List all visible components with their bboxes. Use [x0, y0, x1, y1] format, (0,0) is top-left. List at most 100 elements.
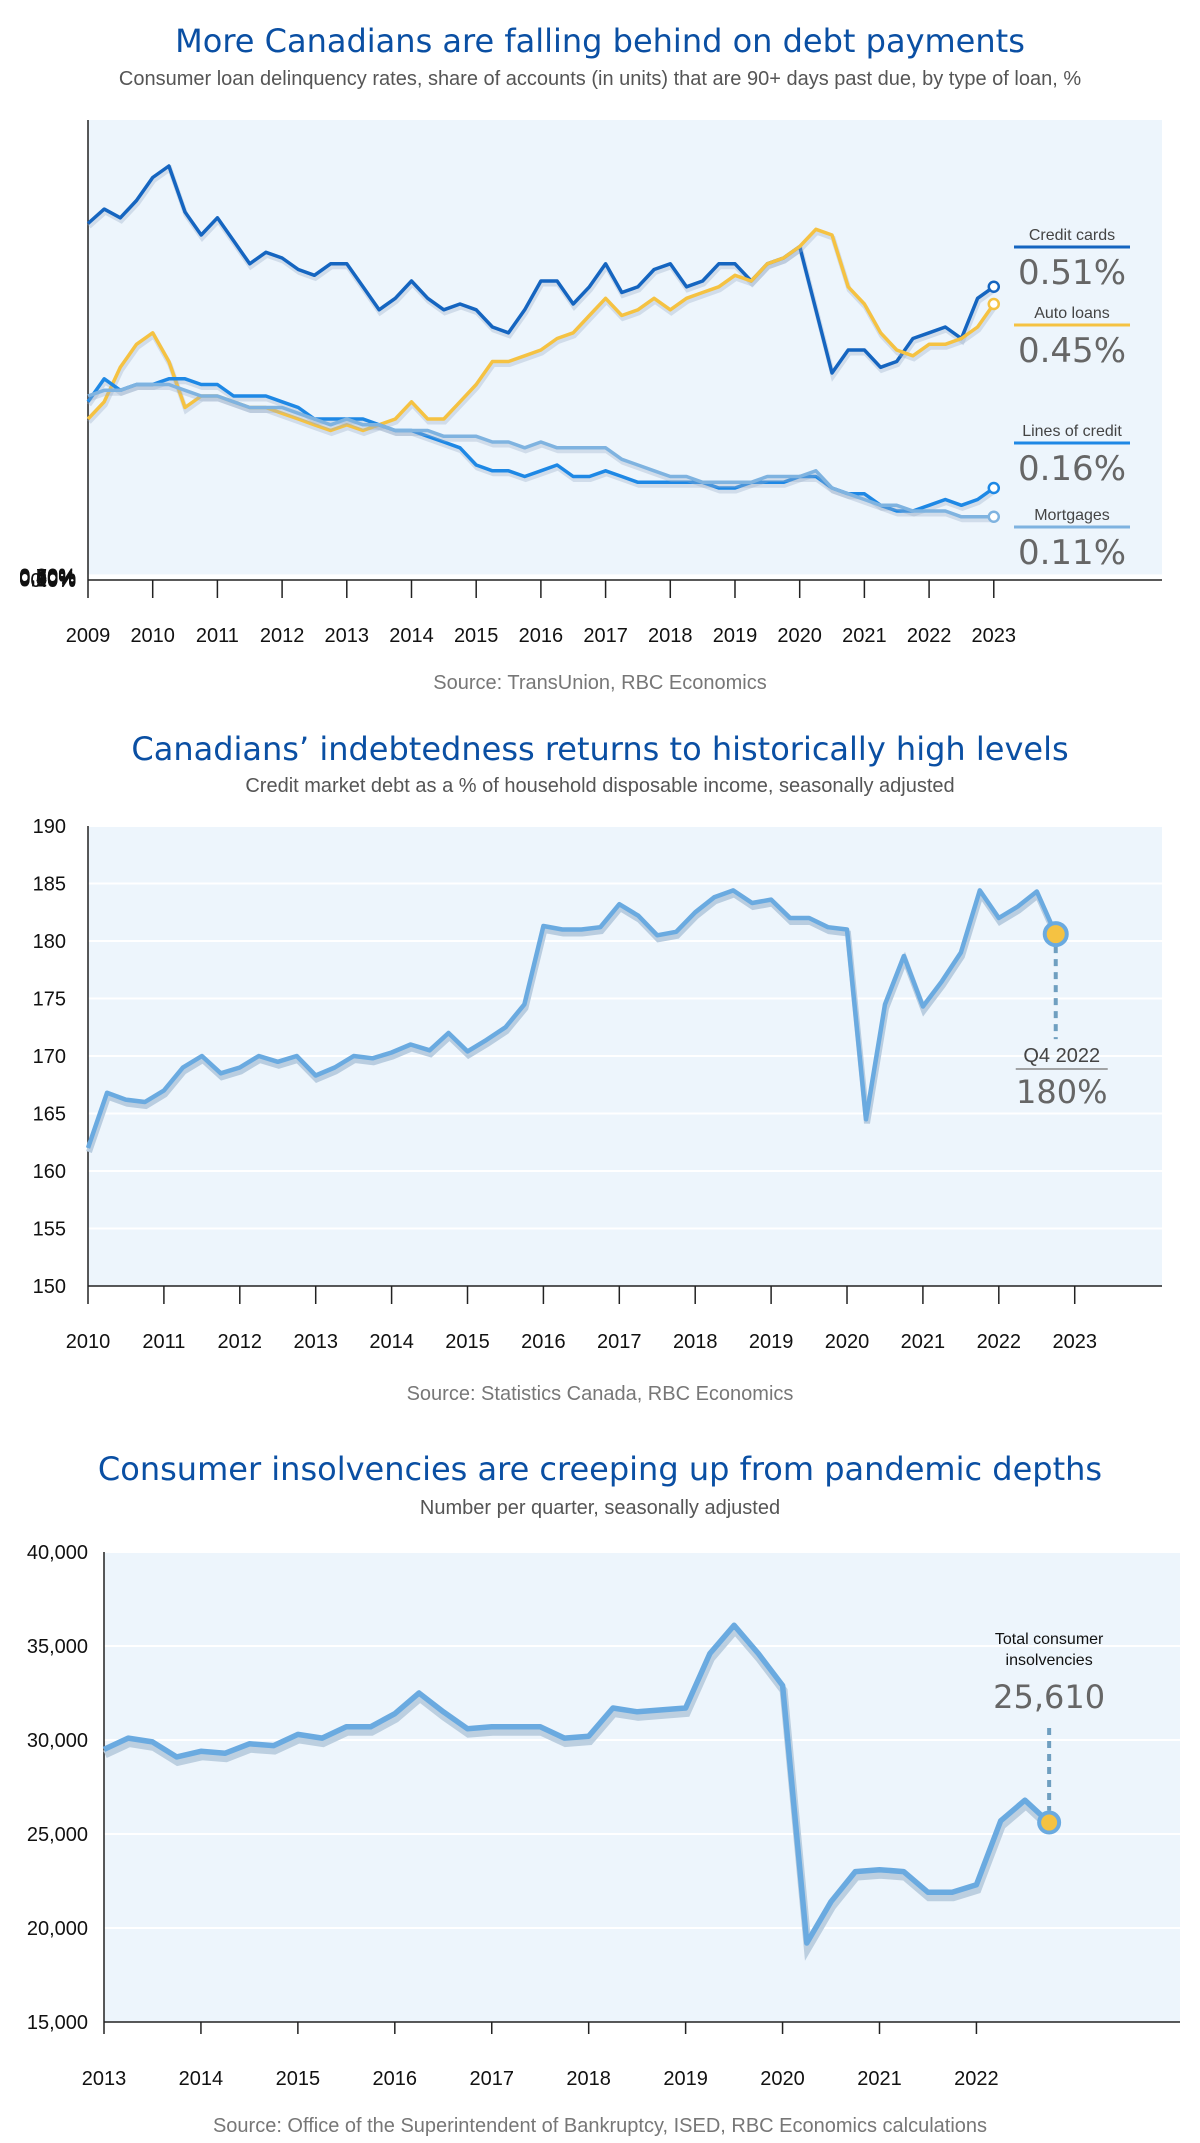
chart1-x-tick-label: 2022 [907, 625, 952, 647]
series-end-marker [987, 481, 1001, 495]
chart2-y-tick-label: 160 [33, 1161, 66, 1183]
chart2-x-tick-label: 2012 [218, 1331, 263, 1353]
series-end-marker [987, 510, 1001, 523]
series-shadow [86, 887, 1060, 1153]
chart2-x-tick-label: 2015 [445, 1331, 490, 1353]
chart3-x-tick-label: 2022 [954, 2068, 999, 2090]
series-label-name: Mortgages [1034, 507, 1110, 524]
chart2-x-tick-label: 2013 [293, 1331, 338, 1353]
chart2-x-tick-label: 2017 [597, 1331, 642, 1353]
chart2-title: Canadians’ indebtedness returns to histo… [131, 730, 1069, 768]
chart3-y-tick-label: 35,000 [27, 1636, 88, 1658]
chart3-x-tick-label: 2014 [179, 2068, 224, 2090]
chart3-x-tick-label: 2020 [760, 2068, 805, 2090]
latest-value-marker [1042, 921, 1069, 948]
chart1-y-tick-label: 0.30% [19, 568, 76, 590]
chart2-x-tick-label: 2011 [142, 1331, 185, 1353]
chart3-title: Consumer insolvencies are creeping up fr… [97, 1450, 1103, 1488]
chart2-x-tick-label: 2019 [749, 1331, 794, 1353]
chart2-x-tick-label: 2023 [1052, 1331, 1097, 1353]
chart1-x-tick-label: 2013 [325, 625, 370, 647]
chart1-x-tick-label: 2011 [196, 625, 239, 647]
series-line-debt-ratio [85, 888, 1058, 1149]
chart1-y-tick-label: 0.70% [19, 566, 76, 588]
chart1-x-tick-label: 2021 [842, 625, 887, 647]
series-label-value: 0.11% [1018, 533, 1126, 573]
chart1-title: More Canadians are falling behind on deb… [175, 22, 1025, 60]
chart1-x-tick-label: 2009 [66, 625, 111, 647]
latest-value-marker [1037, 1810, 1062, 1835]
series-end-marker [987, 297, 1001, 311]
chart1-y-tick-label: 0.40% [19, 568, 76, 590]
chart2-x-tick-label: 2018 [673, 1331, 718, 1353]
annotation-value: 25,610 [993, 1678, 1105, 1716]
chart1-x-tick-label: 2012 [260, 625, 305, 647]
chart1-y-tick-label: 0.0% [30, 570, 76, 592]
chart3-x-tick-label: 2013 [82, 2068, 127, 2090]
series-label-value: 0.51% [1018, 253, 1126, 293]
chart2-source: Source: Statistics Canada, RBC Economics [406, 1383, 794, 1405]
annotation-value: 180% [1016, 1073, 1107, 1111]
chart3-source: Source: Office of the Superintendent of … [212, 2115, 988, 2137]
chart3-x-tick-label: 2018 [566, 2068, 611, 2090]
chart1-x-tick-label: 2015 [454, 625, 499, 647]
chart3-x-tick-label: 2016 [373, 2068, 418, 2090]
chart2-x-tick-label: 2014 [369, 1331, 414, 1353]
chart1-y-tick-label: 0.60% [19, 567, 76, 589]
annotation-label-line1: Total consumer [995, 1631, 1104, 1648]
chart3-y-tick-label: 15,000 [27, 2012, 88, 2034]
chart3-y-tick-label: 25,000 [27, 1824, 88, 1846]
chart3-y-tick-label: 20,000 [27, 1918, 88, 1940]
annotation-label-line2: insolvencies [1006, 1652, 1093, 1669]
chart1-x-tick-label: 2014 [389, 625, 434, 647]
series-line-mortgages [87, 382, 994, 519]
chart3-y-tick-label: 30,000 [27, 1730, 88, 1752]
series-line-insolvencies [102, 1622, 1051, 1946]
chart3-x-tick-label: 2017 [469, 2068, 514, 2090]
chart2-x-tick-label: 2016 [521, 1331, 566, 1353]
chart2-y-tick-label: 180 [33, 931, 66, 953]
chart1-x-tick-label: 2023 [972, 625, 1017, 647]
chart3-x-tick-label: 2021 [857, 2068, 902, 2090]
chart3-plot: 15,000 20,000 25,000 30,000 35,000 40,000 2013… [27, 1542, 1180, 2090]
series-label-name: Credit cards [1029, 227, 1115, 244]
chart3-y-tick-label: 40,000 [27, 1542, 88, 1564]
series-shadow [103, 1624, 1053, 1961]
series-shadow [86, 378, 997, 517]
chart2-y-tick-label: 155 [33, 1219, 66, 1241]
chart1-plot: 0.0%0.10%0.20%0.30%0.40%0.50%0.60%0.70% 0… [19, 120, 1162, 647]
chart1-x-tick-label: 2010 [130, 625, 175, 647]
chart1-x-tick-label: 2017 [583, 625, 628, 647]
chart1-y-tick-label: 0.10% [19, 569, 76, 591]
chart2-y-tick-label: 175 [33, 989, 66, 1011]
chart2-x-tick-label: 2010 [66, 1331, 111, 1353]
chart1-x-tick-label: 2020 [777, 625, 822, 647]
chart1-y-tick-label: 0.20% [19, 569, 76, 591]
series-label-name: Lines of credit [1022, 423, 1122, 440]
chart2-y-tick-label: 170 [33, 1046, 66, 1068]
chart2-x-tick-label: 2022 [977, 1331, 1022, 1353]
chart3-x-tick-label: 2019 [663, 2068, 708, 2090]
chart1-y-tick-label: 0.50% [19, 567, 76, 589]
chart1-x-tick-label: 2019 [713, 625, 758, 647]
annotation-period: Q4 2022 [1023, 1045, 1100, 1067]
chart1-x-tick-label: 2016 [519, 625, 564, 647]
chart3-plot-area [104, 1552, 1180, 2022]
chart2-y-tick-label: 150 [33, 1276, 66, 1298]
series-label-name: Auto loans [1034, 305, 1110, 322]
chart2-subtitle: Credit market debt as a % of household d… [245, 775, 955, 797]
series-label-value: 0.45% [1018, 331, 1126, 371]
chart1-x-tick-label: 2018 [648, 625, 693, 647]
chart1-source: Source: TransUnion, RBC Economics [433, 672, 767, 694]
chart2-y-tick-label: 190 [33, 816, 66, 838]
chart2-x-tick-label: 2021 [901, 1331, 946, 1353]
chart1-plot-area [88, 120, 1162, 580]
chart2-y-tick-label: 165 [33, 1104, 66, 1126]
series-label-value: 0.16% [1018, 449, 1126, 489]
chart2-plot: 150 155 160 165 170 175 180 185 190 2010 2011 2012 2… [33, 816, 1162, 1353]
series-shadow [88, 385, 995, 523]
chart3-x-tick-label: 2015 [276, 2068, 321, 2090]
chart3-subtitle: Number per quarter, seasonally adjusted [419, 1497, 781, 1519]
chart1-subtitle: Consumer loan delinquency rates, share o… [118, 68, 1082, 90]
series-line-credit-cards [86, 164, 995, 375]
